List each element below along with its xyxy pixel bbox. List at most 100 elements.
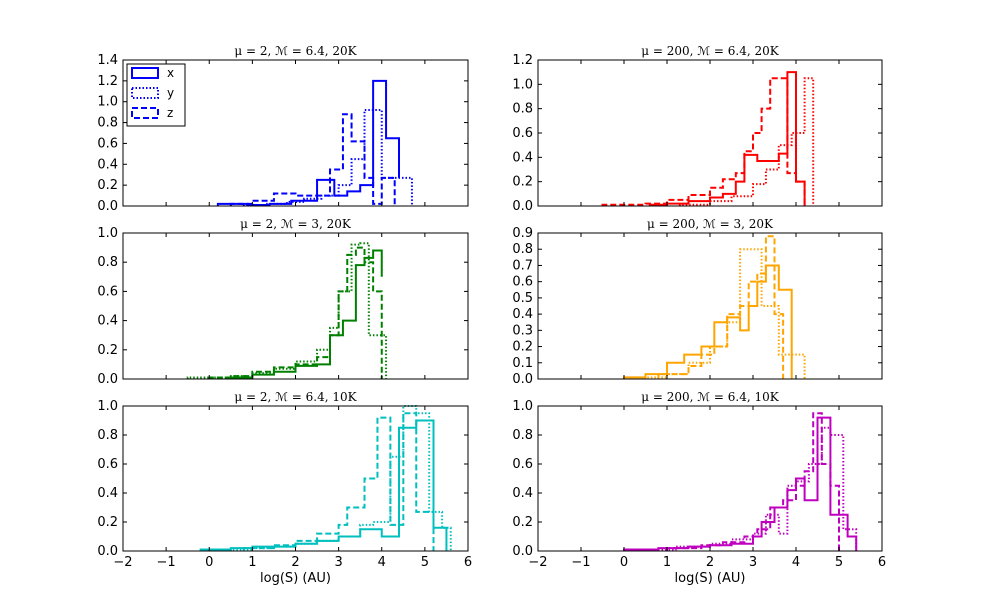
series-z-line (666, 412, 840, 551)
subplot-title: μ = 2, ℳ = 3, 20K (240, 217, 352, 231)
series-z-line (229, 113, 396, 206)
y-tick-label: 0.4 (97, 157, 118, 172)
series-z-line (657, 235, 785, 379)
subplot-title: μ = 200, ℳ = 6.4, 20K (641, 44, 780, 58)
legend-label-z: z (167, 106, 173, 120)
y-tick-label: 1.0 (97, 226, 118, 241)
legend-swatch-z (131, 107, 159, 119)
subplot-3: 0.0 0.2 0.4 0.6 0.8 1.0 μ = 2, ℳ = 3, 20K (97, 217, 469, 387)
subplot-4: 0.00.10.2 0.30.40.50.6 0.70.80.9 μ = 200, ℳ… (512, 217, 883, 387)
x-tick-label: 0 (620, 555, 628, 570)
y-tick-label: 0.8 (512, 428, 533, 443)
y-tick-label: 0.4 (512, 150, 533, 165)
x-tick-label: −1 (157, 555, 176, 570)
series-z-line (601, 77, 806, 206)
legend: xyz (126, 63, 186, 127)
plot-frame (537, 59, 883, 207)
y-tick-label: 1.0 (512, 77, 533, 92)
x-tick-label: 5 (421, 555, 429, 570)
y-tick-label: 1.2 (97, 74, 118, 89)
x-tick-label: −2 (113, 555, 132, 570)
series-y-line (678, 77, 815, 206)
y-tick-label: 0.8 (97, 255, 118, 270)
y-tick-label: 0.7 (512, 258, 533, 273)
y-tick-label: 0.5 (512, 291, 533, 306)
x-tick-label: 2 (291, 555, 299, 570)
y-tick-label: 0.4 (97, 486, 118, 501)
y-tick-label: 0.9 (512, 226, 533, 241)
x-tick-label: 3 (334, 555, 342, 570)
y-tick-label: 0.2 (97, 178, 118, 193)
series-y-line (229, 405, 452, 551)
x-tick-label: 1 (663, 555, 671, 570)
series-y-line (644, 248, 806, 379)
y-tick-label: 0.8 (97, 428, 118, 443)
y-tick-label: 0.3 (512, 323, 533, 338)
y-tick-label: 0.2 (512, 515, 533, 530)
x-tick-label: 3 (749, 555, 757, 570)
subplot-6: 0.0 0.2 0.4 0.6 0.8 1.0 −2 −1 0 1 2 3 4 5 6 μ = 200, ℳ … (512, 390, 886, 586)
y-tick-label: 0.0 (97, 372, 118, 387)
x-tick-label: 0 (205, 555, 213, 570)
y-tick-label: 0.4 (512, 307, 533, 322)
series-y-line (644, 426, 858, 551)
x-axis-label: log(S) (AU) (260, 571, 331, 586)
y-tick-label: 0.6 (512, 457, 533, 472)
x-tick-label: 1 (248, 555, 256, 570)
series-x-line (216, 79, 400, 206)
series-x-line (623, 264, 793, 379)
y-tick-label: 0.0 (512, 199, 533, 214)
y-tick-label: 0.4 (97, 314, 118, 329)
plot-frame (122, 232, 469, 380)
y-tick-label: 0.2 (512, 175, 533, 190)
y-tick-label: 0.0 (97, 544, 118, 559)
x-tick-label: 4 (792, 555, 800, 570)
legend-swatch-y (131, 87, 159, 99)
y-tick-label: 1.0 (97, 399, 118, 414)
series-x-line (648, 71, 806, 206)
series-y-line (242, 109, 413, 206)
subplot-2: 0.0 0.2 0.4 0.6 0.8 1.0 1.2 μ = 200, ℳ = 6.4, 2… (512, 44, 883, 214)
x-axis-label: log(S) (AU) (675, 571, 746, 586)
subplot-title: μ = 200, ℳ = 6.4, 10K (641, 390, 780, 404)
x-tick-label: 5 (835, 555, 843, 570)
series-z-line (242, 412, 435, 551)
subplot-title: μ = 200, ℳ = 3, 20K (647, 217, 774, 231)
legend-box (126, 63, 186, 127)
y-tick-label: 0.8 (512, 242, 533, 257)
y-tick-label: 0.2 (97, 515, 118, 530)
y-tick-label: 0.0 (512, 372, 533, 387)
legend-label-x: x (167, 66, 174, 80)
y-tick-label: 0.2 (97, 343, 118, 358)
x-tick-label: 6 (878, 555, 886, 570)
subplot-title: μ = 2, ℳ = 6.4, 10K (234, 390, 357, 404)
y-tick-label: 0.6 (512, 275, 533, 290)
y-tick-label: 0.2 (512, 340, 533, 355)
subplot-5: 0.0 0.2 0.4 0.6 0.8 1.0 −2 −1 0 1 2 3 4 5 6 μ = 2, ℳ = … (97, 390, 472, 586)
y-tick-label: 0.0 (512, 544, 533, 559)
y-tick-label: 0.4 (512, 486, 533, 501)
y-tick-label: 0.6 (97, 284, 118, 299)
series-x-line (199, 419, 448, 551)
series-x-line (229, 249, 383, 379)
y-tick-label: 0.6 (512, 126, 533, 141)
legend-label-y: y (167, 86, 174, 100)
x-tick-label: 4 (378, 555, 386, 570)
x-tick-label: 6 (464, 555, 472, 570)
y-tick-label: 0.6 (97, 457, 118, 472)
x-tick-label: −2 (528, 555, 547, 570)
y-tick-label: 1.4 (97, 53, 118, 68)
subplot-title: μ = 2, ℳ = 6.4, 20K (234, 44, 357, 58)
y-tick-label: 1.0 (512, 399, 533, 414)
y-tick-label: 0.8 (97, 116, 118, 131)
y-tick-label: 1.0 (97, 95, 118, 110)
y-tick-label: 0.0 (97, 199, 118, 214)
y-tick-label: 1.2 (512, 53, 533, 68)
x-tick-label: −1 (571, 555, 590, 570)
legend-swatch-x (131, 67, 159, 79)
y-tick-label: 0.8 (512, 102, 533, 117)
y-tick-label: 0.1 (512, 356, 533, 371)
subplot-1: 0.0 0.2 0.4 0.6 0.8 1.0 1.2 1.4 μ = 2, ℳ = 6.4, … (97, 44, 469, 214)
x-tick-label: 2 (706, 555, 714, 570)
